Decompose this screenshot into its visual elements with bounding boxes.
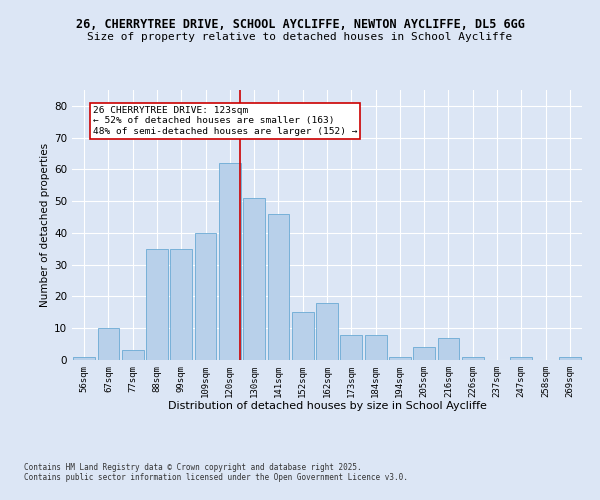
Bar <box>316 303 338 360</box>
Bar <box>243 198 265 360</box>
Bar <box>97 328 119 360</box>
Bar <box>389 357 411 360</box>
Bar <box>437 338 460 360</box>
Text: Contains HM Land Registry data © Crown copyright and database right 2025.: Contains HM Land Registry data © Crown c… <box>24 464 362 472</box>
Y-axis label: Number of detached properties: Number of detached properties <box>40 143 50 307</box>
Bar <box>462 357 484 360</box>
Bar <box>146 249 168 360</box>
Bar <box>292 312 314 360</box>
Bar <box>170 249 192 360</box>
Bar <box>122 350 143 360</box>
Bar <box>219 163 241 360</box>
Bar <box>413 348 435 360</box>
Text: 26, CHERRYTREE DRIVE, SCHOOL AYCLIFFE, NEWTON AYCLIFFE, DL5 6GG: 26, CHERRYTREE DRIVE, SCHOOL AYCLIFFE, N… <box>76 18 524 30</box>
Bar <box>340 334 362 360</box>
Bar <box>365 334 386 360</box>
X-axis label: Distribution of detached houses by size in School Aycliffe: Distribution of detached houses by size … <box>167 402 487 411</box>
Bar <box>559 357 581 360</box>
Text: Size of property relative to detached houses in School Aycliffe: Size of property relative to detached ho… <box>88 32 512 42</box>
Text: 26 CHERRYTREE DRIVE: 123sqm
← 52% of detached houses are smaller (163)
48% of se: 26 CHERRYTREE DRIVE: 123sqm ← 52% of det… <box>92 106 357 136</box>
Bar <box>268 214 289 360</box>
Bar <box>511 357 532 360</box>
Bar <box>194 233 217 360</box>
Bar <box>73 357 95 360</box>
Text: Contains public sector information licensed under the Open Government Licence v3: Contains public sector information licen… <box>24 474 408 482</box>
